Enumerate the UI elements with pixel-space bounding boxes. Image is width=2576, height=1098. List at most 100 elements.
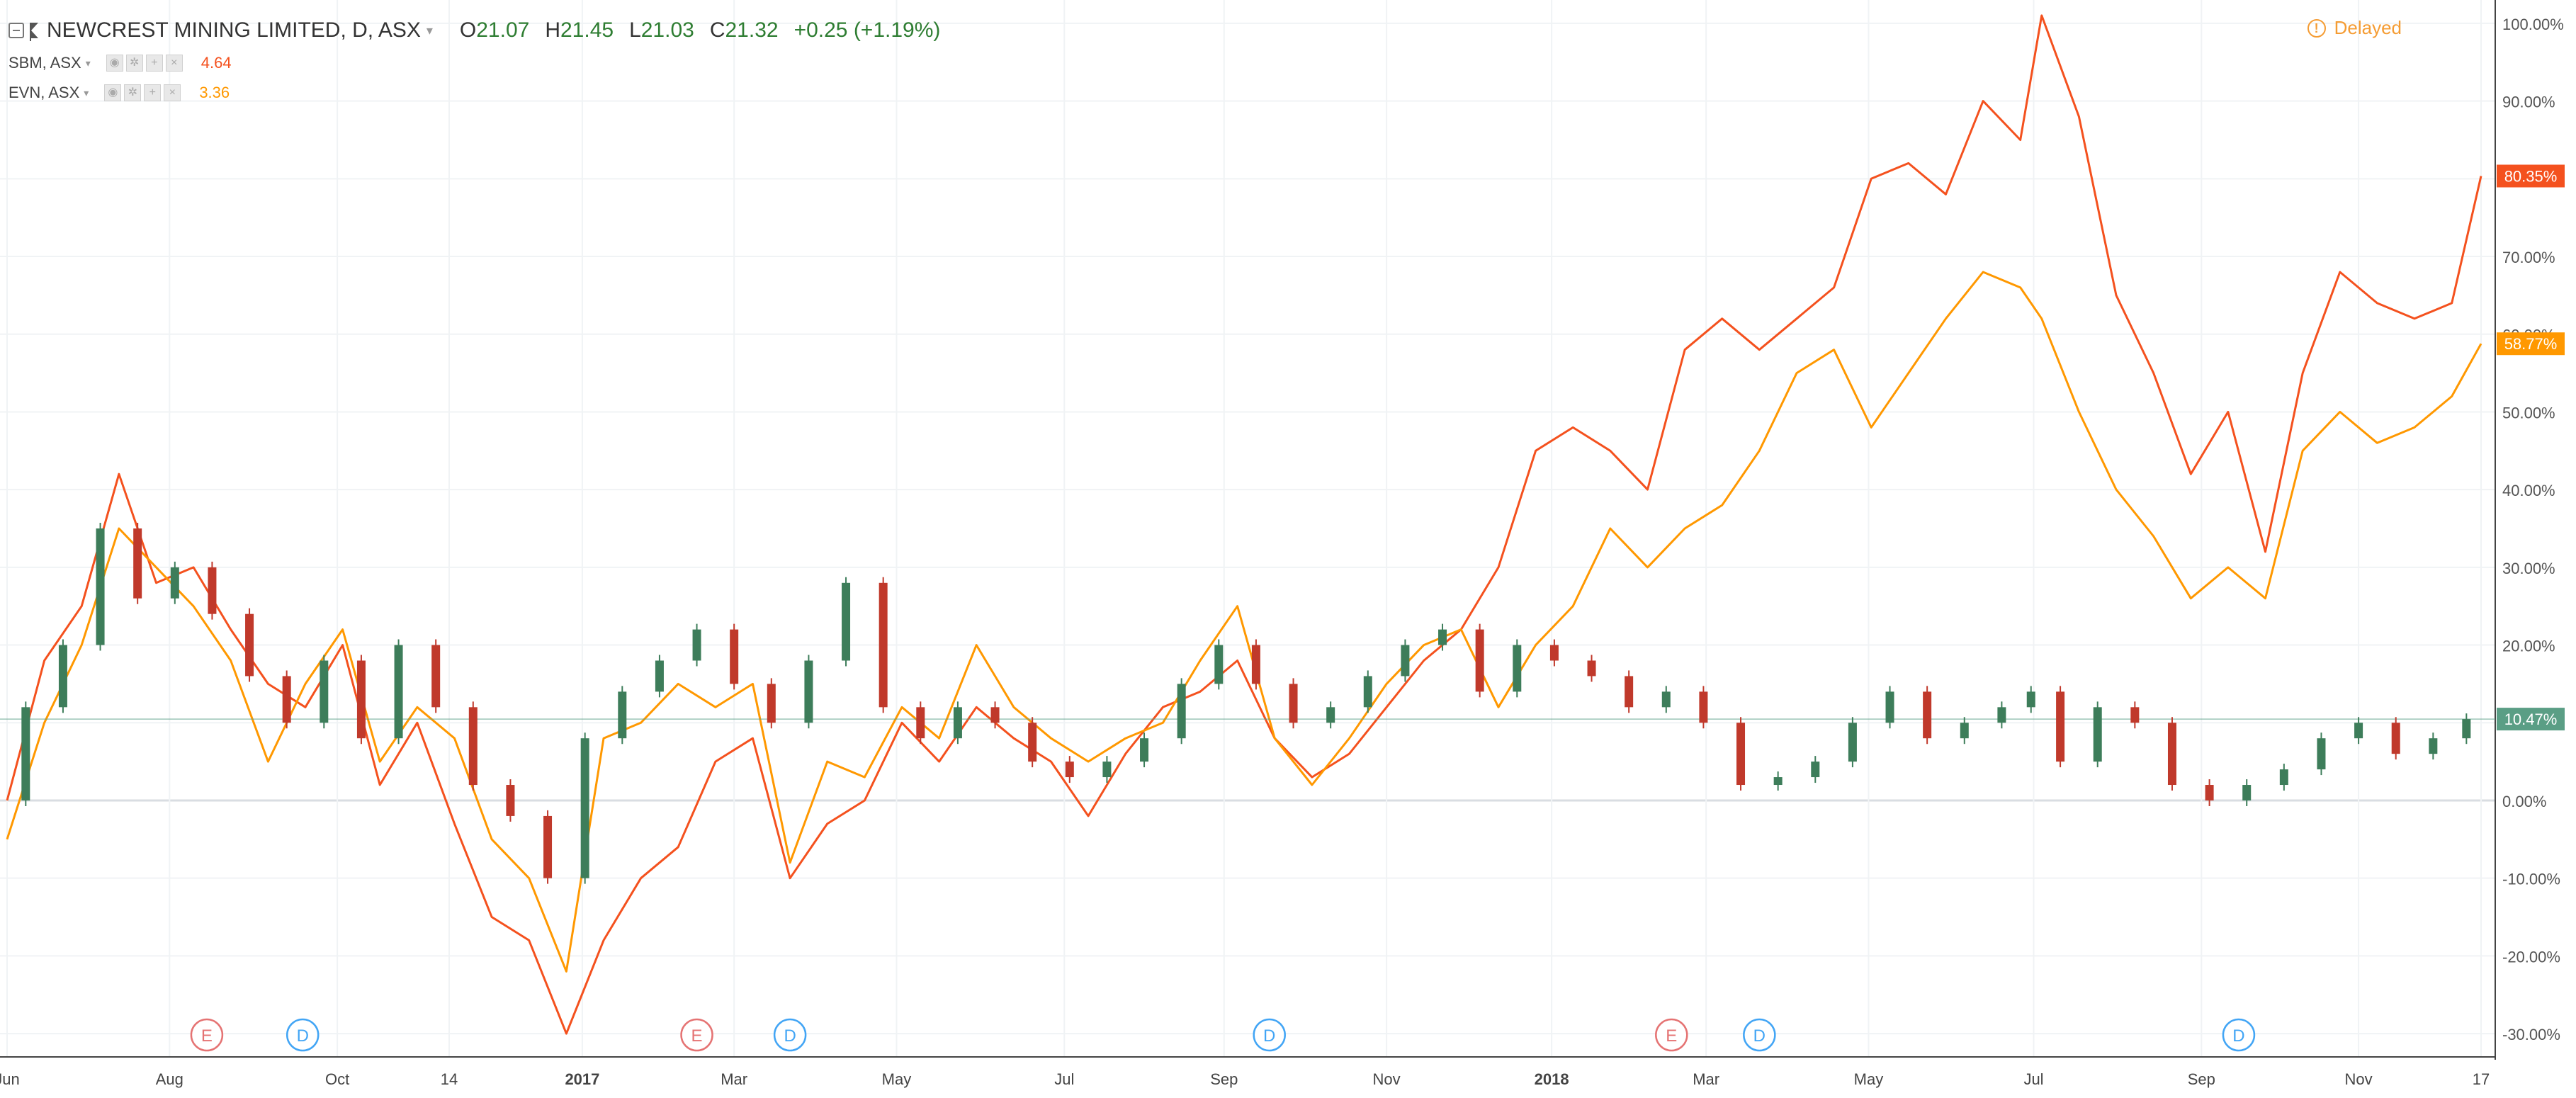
candle-body[interactable] [1513,645,1522,692]
delayed-badge[interactable]: ! Delayed [2307,17,2402,39]
eye-icon[interactable]: ◉ [104,84,122,101]
candle-body[interactable] [990,707,1000,723]
candle-body[interactable] [1587,660,1596,677]
ohlc-high: H21.45 [545,18,614,43]
candle-body[interactable] [804,660,813,723]
series-line-0[interactable] [6,14,2482,1035]
eye-icon[interactable]: ◉ [106,55,123,72]
candle-body[interactable] [1438,629,1447,645]
candle-body[interactable] [1401,645,1410,677]
candle-body[interactable] [1363,676,1372,708]
series-line-1[interactable] [6,271,2482,973]
candle-body[interactable] [655,660,664,692]
candle-body[interactable] [506,785,515,816]
candle-body[interactable] [1625,676,1634,708]
plus-icon[interactable]: + [144,84,162,101]
candle-body[interactable] [2130,707,2140,723]
candle-body[interactable] [543,815,553,878]
candle-body[interactable] [1326,707,1335,723]
earnings-event-marker[interactable] [190,1018,224,1052]
earnings-event-marker[interactable] [1655,1018,1688,1052]
dividend-event-marker[interactable] [1743,1018,1776,1052]
earnings-event-marker[interactable] [680,1018,713,1052]
candle-body[interactable] [580,738,589,878]
candle-body[interactable] [1214,645,1224,684]
collapse-legend-icon[interactable] [9,23,24,38]
chevron-down-icon[interactable]: ▾ [85,57,91,69]
candle-body[interactable] [2205,785,2214,800]
candle-body[interactable] [320,660,329,723]
candle-body[interactable] [2429,738,2438,754]
candle-body[interactable] [1549,645,1559,661]
candle-body[interactable] [1885,691,1894,723]
plus-icon[interactable]: + [145,55,163,72]
candle-body[interactable] [2317,738,2326,770]
candle-body[interactable] [1811,762,1820,778]
close-icon[interactable]: × [165,55,183,72]
candle-body[interactable] [767,684,776,723]
candle-body[interactable] [356,660,366,739]
last-value-badge [2497,332,2565,356]
dividend-event-marker[interactable] [2222,1018,2256,1052]
candle-body[interactable] [1736,723,1746,786]
candle-body[interactable] [2462,719,2471,739]
candle-body[interactable] [245,613,254,677]
candle-body[interactable] [1773,777,1783,786]
candle-body[interactable] [2026,691,2035,708]
candle-body[interactable] [1140,738,1149,762]
close-icon[interactable]: × [164,84,181,101]
symbol-title[interactable]: NEWCREST MINING LIMITED, D, ASX [47,18,421,42]
candle-body[interactable] [394,645,403,739]
candle-body[interactable] [1251,645,1260,684]
dividend-event-marker[interactable] [773,1018,807,1052]
candle-body[interactable] [2093,707,2102,762]
candle-body[interactable] [133,528,142,599]
candle-body[interactable] [2056,691,2065,762]
gear-icon[interactable]: ✲ [124,84,142,101]
gear-icon[interactable]: ✲ [125,55,143,72]
candle-body[interactable] [58,645,67,708]
candle-body[interactable] [1102,762,1112,778]
candle-body[interactable] [879,582,888,708]
candle-body[interactable] [282,676,291,723]
candle-body[interactable] [692,629,701,661]
candle-body[interactable] [431,645,441,708]
dividend-event-marker[interactable] [1253,1018,1286,1052]
compare-title-evn[interactable]: EVN, ASX [9,84,80,101]
candle-body[interactable] [1289,684,1298,723]
candle-body[interactable] [2354,723,2363,739]
candle-body[interactable] [2242,785,2252,800]
compare-title-sbm[interactable]: SBM, ASX [9,54,81,72]
candle-body[interactable] [618,691,627,739]
candle-body[interactable] [916,707,925,739]
candle-body[interactable] [1177,684,1186,739]
ohlc-close: C21.32 [710,18,779,43]
flag-icon[interactable] [30,23,38,41]
candle-body[interactable] [953,707,962,739]
dividend-event-marker[interactable] [286,1018,320,1052]
candle-body[interactable] [2279,769,2288,786]
x-tick-label: May [882,1070,912,1088]
candle-body[interactable] [1923,691,1932,739]
candle-body[interactable] [170,567,179,599]
candle-body[interactable] [1699,691,1708,723]
candle-body[interactable] [21,707,30,800]
candle-body[interactable] [1997,707,2006,723]
candle-body[interactable] [208,567,217,614]
candle-body[interactable] [1960,723,1969,739]
candle-body[interactable] [1848,723,1857,762]
y-tick-label: 30.00% [2502,560,2555,577]
candle-body[interactable] [2167,723,2176,786]
candle-body[interactable] [2391,723,2400,754]
candle-body[interactable] [842,582,851,661]
candle-body[interactable] [1028,723,1037,762]
candle-body[interactable] [1065,762,1074,778]
candle-body[interactable] [96,528,105,645]
candle-body[interactable] [1661,691,1671,708]
candle-body[interactable] [730,629,739,684]
candle-body[interactable] [1475,629,1484,692]
chevron-down-icon[interactable]: ▾ [84,86,89,98]
chevron-down-icon[interactable]: ▾ [426,23,433,38]
candle-body[interactable] [468,707,478,786]
